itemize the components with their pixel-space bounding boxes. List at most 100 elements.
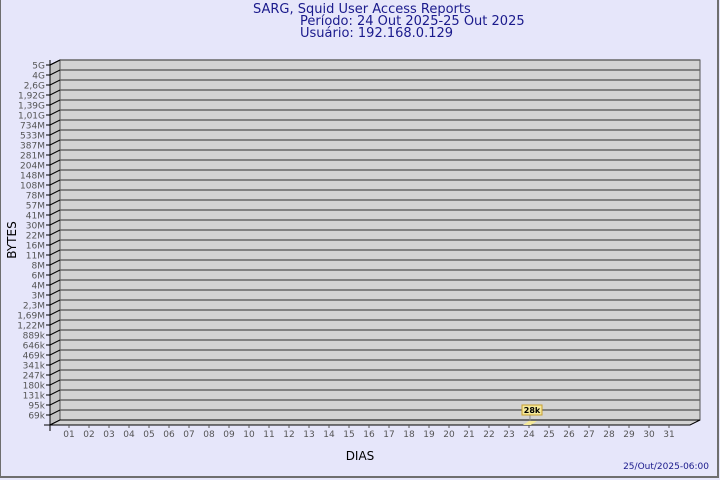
y-tick-label: 646k: [23, 342, 46, 352]
y-tick-label: 57M: [26, 202, 45, 212]
y-tick-depth: [49, 299, 61, 306]
y-tick-depth: [49, 189, 61, 196]
y-tick-label: 1,69M: [17, 312, 45, 322]
x-tick-label: 08: [203, 430, 215, 440]
y-tick-label: 108M: [20, 182, 45, 192]
y-tick-depth: [49, 139, 61, 146]
x-tick-label: 14: [323, 430, 335, 440]
y-tick-label: 3M: [32, 292, 46, 302]
x-tick-label: 29: [623, 430, 635, 440]
bar-label-box: [521, 404, 543, 416]
y-tick-depth: [49, 69, 61, 76]
x-tick-label: 13: [303, 430, 314, 440]
y-tick-label: 78M: [26, 192, 45, 202]
y-tick-depth: [49, 219, 61, 226]
y-tick-label: 281M: [20, 152, 45, 162]
y-tick-depth: [49, 309, 61, 316]
y-tick-depth: [49, 269, 61, 276]
y-tick-label: 4G: [32, 72, 45, 82]
y-tick-depth: [49, 199, 61, 206]
x-tick-label: 31: [663, 430, 674, 440]
bar-value-label: 28k: [524, 406, 541, 415]
y-tick-label: 6M: [32, 272, 46, 282]
x-tick-label: 19: [423, 430, 435, 440]
floor: [49, 419, 701, 426]
y-tick-label: 148M: [20, 172, 45, 182]
y-tick-label: 2,3M: [23, 302, 45, 312]
y-tick-depth: [49, 359, 61, 366]
user-subtitle: Usuário: 192.168.0.129: [300, 26, 454, 41]
y-tick-depth: [49, 129, 61, 136]
x-tick-label: 21: [463, 430, 474, 440]
x-tick-label: 01: [63, 430, 74, 440]
y-tick-label: 734M: [20, 122, 45, 132]
y-tick-depth: [49, 399, 61, 406]
y-tick-label: 41M: [26, 212, 45, 222]
y-tick-label: 204M: [20, 162, 45, 172]
y-tick-label: 533M: [20, 132, 45, 142]
y-tick-label: 4M: [32, 282, 46, 292]
y-tick-label: 8M: [32, 262, 46, 272]
y-tick-depth: [49, 389, 61, 396]
y-tick-depth: [49, 329, 61, 336]
y-axis-label: BYTES: [5, 221, 19, 258]
y-tick-depth: [49, 409, 61, 416]
y-tick-label: 16M: [26, 242, 45, 252]
y-tick-label: 1,22M: [17, 322, 45, 332]
y-tick-label: 5G: [32, 62, 45, 72]
y-tick-depth: [49, 109, 61, 116]
y-tick-depth: [49, 259, 61, 266]
y-tick-label: 387M: [20, 142, 45, 152]
x-tick-label: 23: [503, 430, 514, 440]
y-tick-depth: [49, 79, 61, 86]
y-tick-label: 341k: [23, 362, 46, 372]
x-tick-label: 09: [223, 430, 235, 440]
x-tick-label: 05: [143, 430, 154, 440]
chart-title: SARG, Squid User Access Reports: [253, 2, 471, 17]
x-tick-label: 20: [443, 430, 455, 440]
x-tick-label: 17: [383, 430, 394, 440]
x-tick-label: 04: [123, 430, 135, 440]
x-tick-label: 22: [483, 430, 494, 440]
x-tick-label: 18: [403, 430, 415, 440]
y-tick-label: 30M: [26, 222, 45, 232]
x-tick-label: 11: [263, 430, 274, 440]
x-tick-label: 02: [83, 430, 94, 440]
y-tick-depth: [49, 59, 61, 66]
period-subtitle: Período: 24 Out 2025-25 Out 2025: [300, 14, 525, 29]
y-tick-label: 1,92G: [18, 92, 45, 102]
y-tick-depth: [49, 349, 61, 356]
x-tick-label: 06: [163, 430, 175, 440]
y-tick-depth: [49, 149, 61, 156]
y-tick-label: 889k: [23, 332, 46, 342]
x-tick-label: 10: [243, 430, 255, 440]
x-tick-label: 15: [343, 430, 354, 440]
x-tick-label: 16: [363, 430, 375, 440]
x-tick-label: 07: [183, 430, 194, 440]
y-tick-label: 247k: [23, 372, 46, 382]
y-tick-depth: [49, 159, 61, 166]
x-tick-label: 25: [543, 430, 554, 440]
x-tick-label: 27: [583, 430, 594, 440]
x-tick-label: 28: [603, 430, 615, 440]
y-tick-label: 1,01G: [18, 112, 45, 122]
y-tick-label: 22M: [26, 232, 45, 242]
y-tick-depth: [49, 99, 61, 106]
generated-date: 25/Out/2025-06:00: [623, 462, 709, 472]
x-tick-label: 03: [103, 430, 114, 440]
y-tick-label: 11M: [26, 252, 45, 262]
y-tick-depth: [49, 339, 61, 346]
y-tick-depth: [49, 119, 61, 126]
y-tick-label: 1,39G: [18, 102, 45, 112]
y-tick-depth: [49, 209, 61, 216]
y-tick-depth: [49, 379, 61, 386]
y-tick-depth: [49, 289, 61, 296]
y-tick-depth: [49, 239, 61, 246]
y-tick-label: 180k: [23, 382, 46, 392]
y-tick-depth: [49, 179, 61, 186]
y-tick-depth: [49, 279, 61, 286]
x-axis-label: DIAS: [346, 449, 375, 463]
y-tick-label: 69k: [28, 412, 45, 422]
x-tick-label: 26: [563, 430, 575, 440]
